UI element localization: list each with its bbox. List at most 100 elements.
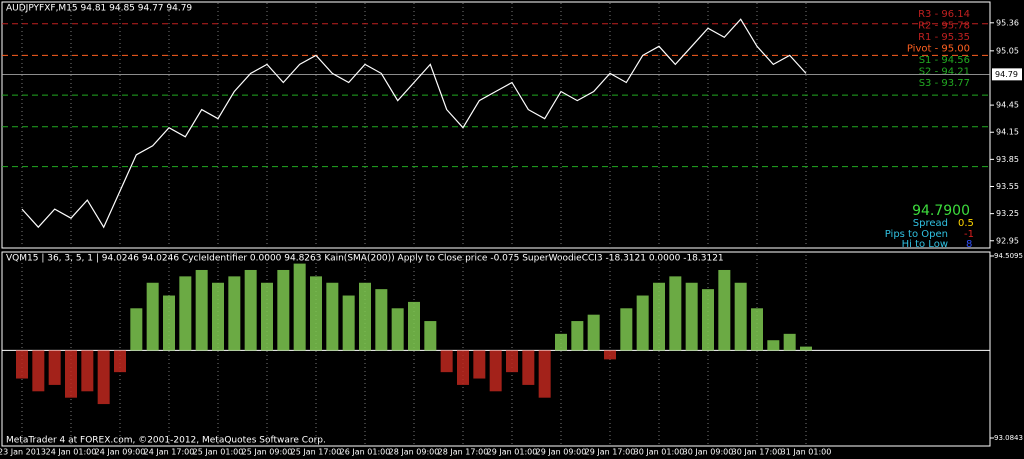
oscillator-bar xyxy=(277,269,290,351)
chart-header: AUDJPYFXF,M15 94.81 94.85 94.77 94.79 xyxy=(6,4,192,14)
x-tick-label: 30 Jan 01:00 xyxy=(634,448,685,457)
price-line xyxy=(21,18,807,229)
oscillator-bar xyxy=(16,350,28,379)
oscillator-bar xyxy=(293,263,306,351)
oscillator-bar xyxy=(734,282,747,351)
oscillator-bar xyxy=(473,350,486,379)
pivot-label: S1 - 94.56 xyxy=(919,55,970,66)
oscillator-bar xyxy=(97,350,110,405)
oscillator-bar xyxy=(489,350,502,392)
indicator-header: VQM15 | 36, 3, 5, 1 | 94.0246 94.0246 Cy… xyxy=(6,254,724,264)
y-tick-label: 95.05 xyxy=(996,46,1019,55)
oscillator-bar xyxy=(81,350,94,392)
pivot-label: Pivot - 95.00 xyxy=(907,44,970,55)
x-tick-label: 24 Jan 01:00 xyxy=(46,448,97,457)
oscillator-bar xyxy=(571,321,584,351)
oscillator-bar xyxy=(620,308,633,351)
x-tick-label: 23 Jan 2013 xyxy=(0,448,46,457)
oscillator-bar xyxy=(408,301,420,351)
main-pane xyxy=(1,1,991,249)
hilo-value: 8 xyxy=(966,239,972,250)
y-tick-label: 93.0843 xyxy=(994,434,1023,442)
current-price-box xyxy=(992,68,1022,81)
footer: MetaTrader 4 at FOREX.com, ©2001-2012, M… xyxy=(6,436,326,446)
pivot-label: S3 - 93.77 xyxy=(919,78,970,89)
oscillator-bar xyxy=(32,350,45,392)
pivot-label: S2 - 94.21 xyxy=(919,67,970,78)
oscillator-bar xyxy=(440,350,453,373)
pips-label: Pips to Open xyxy=(885,229,948,240)
pips-value: -1 xyxy=(964,229,974,240)
oscillator-bar xyxy=(261,282,273,351)
oscillator-bar xyxy=(718,269,731,351)
oscillator-bar xyxy=(130,308,143,351)
y-tick-label: 93.55 xyxy=(996,182,1019,191)
oscillator-bar xyxy=(522,350,535,385)
y-tick-label: 92.95 xyxy=(996,236,1019,245)
oscillator-bar xyxy=(538,350,551,398)
x-tick-label: 25 Jan 17:00 xyxy=(291,448,342,457)
x-tick-label: 26 Jan 01:00 xyxy=(340,448,391,457)
oscillator-bar xyxy=(163,295,175,351)
spread-label: Spread xyxy=(913,218,948,229)
x-tick-label: 31 Jan 01:00 xyxy=(781,448,832,457)
oscillator-bar xyxy=(48,350,61,385)
y-tick-label: 93.25 xyxy=(996,209,1019,218)
oscillator-bar xyxy=(604,350,616,360)
oscillator-bar xyxy=(751,308,763,351)
oscillator-bar xyxy=(375,289,388,351)
oscillator-bar xyxy=(146,282,159,351)
spread-value: 0.5 xyxy=(958,218,974,229)
x-tick-label: 24 Jan 09:00 xyxy=(95,448,146,457)
y-tick-label: 94.5095 xyxy=(994,252,1023,260)
y-tick-label: 93.85 xyxy=(996,155,1019,164)
x-tick-label: 28 Jan 17:00 xyxy=(438,448,489,457)
oscillator-bar xyxy=(669,276,682,351)
oscillator-bar xyxy=(636,295,649,351)
oscillator-bar xyxy=(228,276,241,351)
x-tick-label: 29 Jan 09:00 xyxy=(536,448,587,457)
oscillator-bar xyxy=(653,282,665,351)
y-tick-label: 94.45 xyxy=(996,101,1019,110)
y-tick-label: 94.15 xyxy=(996,128,1019,137)
pivot-label: R2 - 95.78 xyxy=(918,21,970,32)
oscillator-bar xyxy=(391,308,404,351)
x-tick-label: 29 Jan 17:00 xyxy=(585,448,636,457)
oscillator-bar xyxy=(506,350,518,373)
x-tick-label: 30 Jan 17:00 xyxy=(732,448,783,457)
x-tick-label: 29 Jan 01:00 xyxy=(487,448,538,457)
oscillator-bar xyxy=(212,282,224,351)
oscillator-bar xyxy=(342,295,355,351)
x-tick-label: 24 Jan 17:00 xyxy=(144,448,195,457)
pivot-label: R1 - 95.35 xyxy=(918,32,970,43)
current-price-info: 94.7900 xyxy=(912,203,970,219)
oscillator-bar xyxy=(65,350,77,398)
hilo-label: Hi to Low xyxy=(902,239,948,250)
oscillator-bar xyxy=(244,269,257,351)
pivot-label: R3 - 96.14 xyxy=(918,9,970,20)
oscillator-bar xyxy=(457,350,469,385)
oscillator-bar xyxy=(114,350,126,373)
x-tick-label: 30 Jan 09:00 xyxy=(683,448,734,457)
oscillator-bar xyxy=(783,333,796,351)
oscillator-bar xyxy=(767,340,780,351)
oscillator-bar xyxy=(702,289,714,351)
indicator-pane xyxy=(1,251,991,447)
oscillator-bar xyxy=(800,346,812,351)
oscillator-bar xyxy=(179,276,192,351)
x-tick-label: 25 Jan 09:00 xyxy=(242,448,293,457)
oscillator-bar xyxy=(555,333,567,351)
oscillator-bar xyxy=(587,314,600,351)
oscillator-bar xyxy=(195,269,208,351)
x-tick-label: 28 Jan 09:00 xyxy=(389,448,440,457)
y-tick-label: 95.36 xyxy=(996,18,1019,27)
oscillator-bar xyxy=(310,276,322,351)
oscillator-bar xyxy=(326,282,339,351)
x-tick-label: 25 Jan 01:00 xyxy=(193,448,244,457)
current-price-label: 94.79 xyxy=(995,70,1018,79)
oscillator-bar xyxy=(424,321,437,351)
oscillator-bar xyxy=(359,282,371,351)
oscillator-bar xyxy=(685,282,698,351)
